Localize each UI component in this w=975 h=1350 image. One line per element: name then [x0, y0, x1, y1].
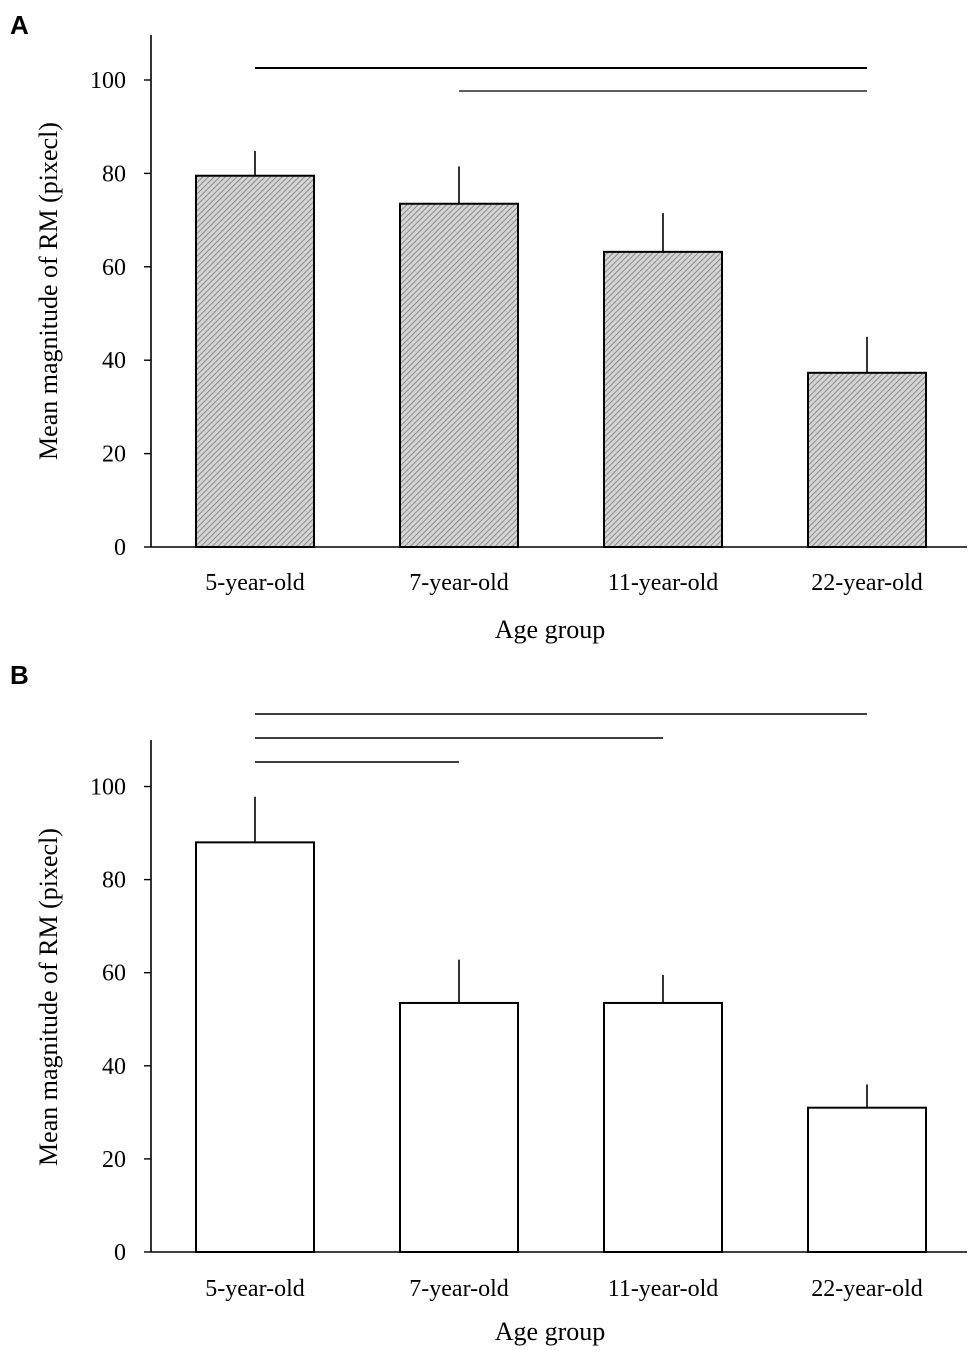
- panel-b-label: B: [10, 660, 29, 690]
- panel-b-y-tick-label: 80: [102, 868, 126, 894]
- panel-b-x-tick-label: 11-year-old: [608, 1276, 719, 1302]
- panel-b-bar-7-year-old: [399, 1001, 519, 1254]
- panel-a-bar-5-year-old: [195, 174, 315, 549]
- panel-b-y-axis: 0 20 40 60 80 100: [90, 740, 152, 1266]
- panel-a-y-axis: 0 20 40 60 80 100: [90, 35, 152, 561]
- panel-a-label: A: [10, 10, 29, 40]
- panel-a-x-tick-label: 22-year-old: [811, 570, 922, 596]
- panel-a-x-tick-label: 7-year-old: [409, 570, 508, 596]
- panel-a-bar-7-year-old: [399, 202, 519, 548]
- panel-b-y-tick-label: 100: [90, 775, 126, 801]
- panel-b-y-tick-label: 60: [102, 961, 126, 987]
- panel-b-bars: [195, 841, 927, 1254]
- panel-b-y-tick-label: 0: [114, 1240, 126, 1266]
- panel-b-x-tick-label: 5-year-old: [205, 1276, 304, 1302]
- panel-a-bar-22-year-old: [807, 371, 927, 548]
- panel-a-y-tick-label: 80: [102, 161, 126, 187]
- panel-a-y-tick-label: 40: [102, 348, 126, 374]
- panel-a-x-axis: 5-year-old 7-year-old 11-year-old 22-year-o…: [151, 546, 967, 596]
- panel-a-x-tick-label: 11-year-old: [608, 570, 719, 596]
- panel-a-significance: [255, 67, 867, 92]
- panel-b-x-tick-label: 7-year-old: [409, 1276, 508, 1302]
- panel-b-error-bars: [254, 796, 868, 1108]
- panel-b-x-axis-title: Age group: [495, 1317, 605, 1346]
- panel-a: A 0 20 40 60 80 100 5-year-old 7-year-old 11-ye…: [10, 10, 967, 644]
- panel-a-error-bars: [254, 150, 868, 373]
- panel-a-y-tick-label: 100: [90, 68, 126, 94]
- panel-a-y-tick-label: 20: [102, 442, 126, 468]
- panel-a-y-tick-label: 60: [102, 255, 126, 281]
- panel-b-y-tick-label: 20: [102, 1147, 126, 1173]
- panel-a-y-tick-label: 0: [114, 535, 126, 561]
- panel-a-y-axis-title: Mean magnitude of RM (pixecl): [34, 122, 63, 460]
- panel-b-significance: [255, 713, 867, 763]
- panel-a-bars: [195, 174, 927, 549]
- panel-a-bar-11-year-old: [603, 250, 723, 549]
- panel-b-bar-22-year-old: [807, 1106, 927, 1253]
- panel-b: B 0 20 40 60 80 100 5-year-old 7-year-old 11-ye…: [10, 660, 967, 1346]
- panel-b-y-tick-label: 40: [102, 1054, 126, 1080]
- panel-b-x-axis: 5-year-old 7-year-old 11-year-old 22-year-o…: [151, 1251, 967, 1302]
- panel-b-bar-11-year-old: [603, 1001, 723, 1254]
- panel-b-x-tick-label: 22-year-old: [811, 1276, 922, 1302]
- panel-a-x-axis-title: Age group: [495, 615, 605, 644]
- panel-b-bar-5-year-old: [195, 841, 315, 1253]
- panel-a-x-tick-label: 5-year-old: [205, 570, 304, 596]
- panel-b-y-axis-title: Mean magnitude of RM (pixecl): [34, 828, 63, 1166]
